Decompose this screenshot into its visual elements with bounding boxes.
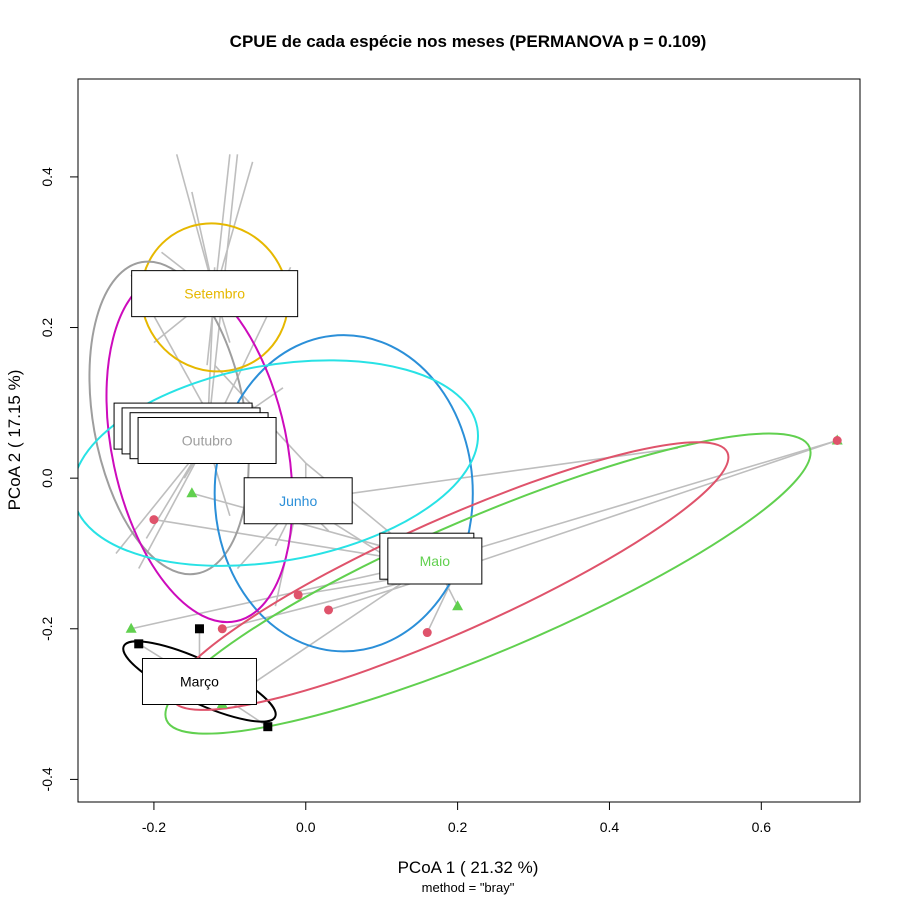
group-ellipse xyxy=(213,334,474,653)
data-point xyxy=(217,624,227,634)
label-box xyxy=(387,537,483,585)
group-ellipse xyxy=(140,222,290,373)
x-tick-label: 0.0 xyxy=(296,819,316,835)
group-ellipse xyxy=(78,359,479,567)
y-tick-label: -0.4 xyxy=(39,767,55,791)
data-point xyxy=(134,639,144,649)
group-ellipse xyxy=(164,432,812,735)
x-axis: -0.2 0.0 0.2 0.4 0.6 xyxy=(142,802,771,835)
spider-line xyxy=(434,439,838,562)
data-point xyxy=(149,515,159,525)
x-axis-label: PCoA 1 ( 21.32 %) xyxy=(398,858,539,877)
y-tick-label: 0.0 xyxy=(39,468,55,488)
chart-title: CPUE de cada espécie nos meses (PERMANOV… xyxy=(230,32,707,51)
spider-line xyxy=(298,447,678,502)
data-point xyxy=(422,628,432,638)
data-point xyxy=(194,624,204,634)
label-box xyxy=(137,417,277,464)
plot-frame xyxy=(77,78,861,803)
y-tick-label: -0.2 xyxy=(39,617,55,641)
data-points xyxy=(125,434,843,732)
spider-line xyxy=(221,560,436,705)
y-axis: -0.4 -0.2 0.0 0.2 0.4 xyxy=(39,167,78,791)
group-label: Junho xyxy=(279,493,317,509)
group-label: Maio xyxy=(420,553,451,569)
data-point xyxy=(452,600,464,611)
x-tick-label: 0.4 xyxy=(600,819,620,835)
data-point xyxy=(125,622,137,633)
y-tick-label: 0.2 xyxy=(39,318,55,338)
label-box xyxy=(243,477,353,525)
group-label: Outubro xyxy=(182,433,233,449)
group-label: Setembro xyxy=(184,286,245,302)
x-tick-label: 0.2 xyxy=(448,819,468,835)
data-point xyxy=(186,487,198,498)
data-point xyxy=(263,722,273,732)
x-tick-label: -0.2 xyxy=(142,819,166,835)
data-point xyxy=(293,590,303,600)
group-label-boxes: Setembro Outubro Junho Maio Março xyxy=(113,270,483,705)
label-box xyxy=(141,658,257,705)
y-tick-label: 0.4 xyxy=(39,167,55,187)
x-tick-label: 0.6 xyxy=(752,819,772,835)
label-box xyxy=(131,270,299,318)
spider-line xyxy=(457,439,838,570)
data-point xyxy=(324,605,334,615)
x-axis-method-note: method = "bray" xyxy=(422,880,515,895)
y-axis-label: PCoA 2 ( 17.15 %) xyxy=(5,370,24,511)
group-label: Março xyxy=(180,674,219,690)
data-point xyxy=(832,436,842,445)
